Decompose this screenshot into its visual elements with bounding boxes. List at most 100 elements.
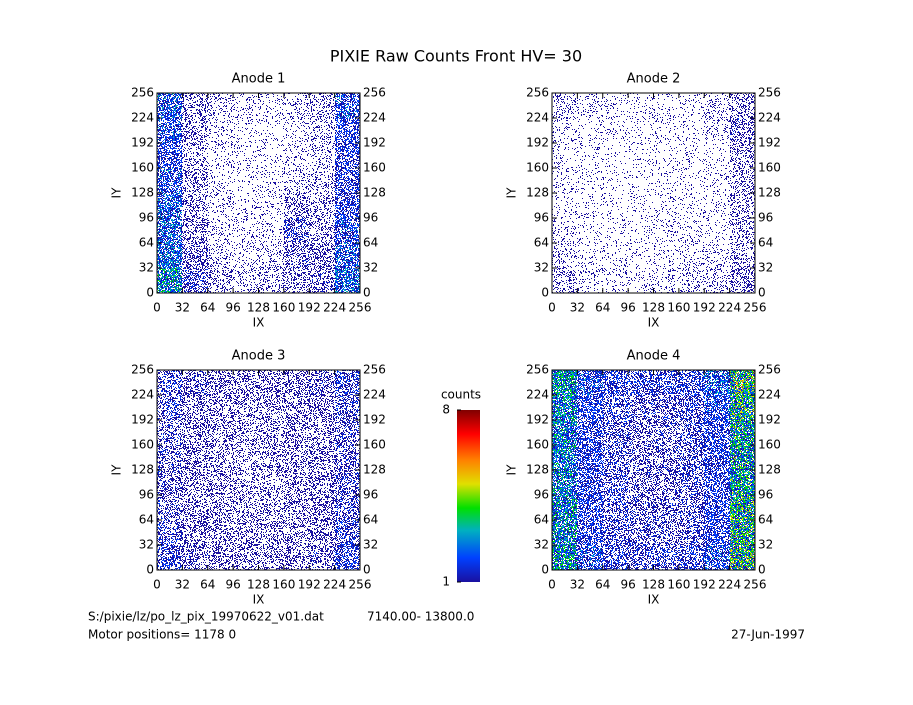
count-pixels bbox=[628, 370, 654, 395]
colorbar bbox=[457, 410, 480, 582]
x-axis-label: IX bbox=[648, 316, 660, 330]
count-pixels bbox=[260, 168, 284, 193]
x-tick-label: 96 bbox=[225, 578, 240, 592]
count-pixels bbox=[233, 495, 259, 520]
count-pixels bbox=[335, 118, 360, 143]
count-pixels bbox=[259, 470, 284, 495]
y-tick-label: 256 bbox=[131, 86, 154, 100]
count-pixels bbox=[679, 470, 704, 495]
count-pixels bbox=[704, 268, 730, 293]
heatmap-cell bbox=[284, 118, 309, 142]
count-pixels bbox=[552, 545, 577, 570]
count-pixels bbox=[679, 193, 704, 218]
count-pixels bbox=[730, 93, 755, 118]
x-tick-label: 224 bbox=[323, 301, 346, 315]
count-pixels bbox=[335, 545, 360, 570]
count-pixels bbox=[704, 470, 730, 495]
heatmap-cell bbox=[577, 520, 603, 545]
heatmap-cell bbox=[577, 445, 603, 470]
count-pixels bbox=[577, 370, 603, 395]
y-tick-label-right: 160 bbox=[758, 161, 781, 175]
count-pixels bbox=[157, 143, 182, 168]
x-tick-label: 256 bbox=[349, 578, 372, 592]
count-pixels bbox=[654, 118, 679, 143]
heatmap-cell bbox=[208, 193, 233, 218]
heatmap-cell bbox=[208, 370, 233, 395]
count-pixels bbox=[730, 520, 755, 545]
count-pixels bbox=[679, 420, 704, 445]
heatmap-cell bbox=[603, 420, 628, 445]
x-tick-label: 192 bbox=[298, 301, 321, 315]
heatmap-cell bbox=[284, 445, 309, 470]
heatmap-cell bbox=[628, 93, 654, 118]
count-pixels bbox=[182, 143, 208, 168]
count-pixels bbox=[335, 193, 360, 218]
heatmap-cell bbox=[679, 370, 704, 395]
heatmap-cell bbox=[704, 244, 730, 268]
heatmap-cell bbox=[704, 118, 730, 143]
heatmap-cell bbox=[309, 118, 335, 143]
heatmap-cell bbox=[603, 143, 627, 168]
count-pixels bbox=[577, 268, 603, 293]
heatmap-cell bbox=[603, 268, 628, 293]
count-pixels bbox=[628, 93, 654, 118]
count-pixels bbox=[552, 470, 577, 495]
count-pixels bbox=[679, 545, 704, 570]
count-pixels bbox=[157, 268, 182, 293]
heatmap-cell bbox=[157, 470, 182, 495]
count-pixels bbox=[233, 118, 259, 143]
heatmap-cell bbox=[157, 118, 182, 143]
y-tick-label: 160 bbox=[526, 161, 549, 175]
heatmap-cell bbox=[182, 495, 208, 520]
heatmap-cell bbox=[603, 243, 628, 267]
y-tick-label-right: 256 bbox=[758, 363, 781, 377]
footer-range: 7140.00- 13800.0 bbox=[367, 610, 474, 624]
count-pixels bbox=[284, 470, 309, 495]
heatmap-cell bbox=[679, 445, 704, 470]
heatmap-cell bbox=[654, 520, 679, 545]
count-pixels bbox=[208, 420, 233, 445]
count-pixels bbox=[309, 143, 335, 168]
panel-title: Anode 4 bbox=[627, 349, 681, 364]
count-pixels bbox=[552, 495, 577, 520]
count-pixels bbox=[628, 395, 654, 420]
count-pixels bbox=[679, 218, 704, 243]
heatmap-cell bbox=[208, 143, 233, 168]
count-pixels bbox=[157, 495, 182, 520]
x-tick-label: 160 bbox=[272, 578, 295, 592]
count-pixels bbox=[704, 520, 730, 545]
heatmap-cell bbox=[208, 118, 233, 143]
count-pixels bbox=[628, 496, 654, 520]
count-pixels bbox=[233, 370, 259, 395]
count-pixels bbox=[335, 93, 360, 118]
heatmap-cell bbox=[679, 93, 704, 118]
heatmap-cell bbox=[552, 545, 577, 570]
count-pixels bbox=[157, 243, 182, 268]
count-pixels bbox=[577, 470, 603, 495]
heatmap-cell bbox=[604, 93, 628, 118]
count-pixels bbox=[284, 520, 309, 545]
count-pixels bbox=[730, 545, 755, 570]
count-pixels bbox=[157, 370, 182, 395]
count-pixels bbox=[552, 268, 577, 293]
heatmap-cell bbox=[704, 495, 730, 520]
y-tick-label-right: 160 bbox=[363, 161, 386, 175]
heatmap-cell bbox=[552, 520, 577, 545]
heatmap-cell bbox=[628, 470, 654, 495]
heatmap-cell bbox=[628, 395, 654, 420]
y-tick-label-right: 64 bbox=[363, 513, 378, 527]
heatmap-cell bbox=[208, 395, 233, 420]
count-pixels bbox=[552, 445, 577, 470]
heatmap-cell bbox=[335, 193, 360, 218]
heatmap-cell bbox=[730, 420, 755, 445]
y-tick-label: 64 bbox=[534, 513, 549, 527]
count-pixels bbox=[157, 143, 182, 168]
heatmap-cell bbox=[157, 93, 182, 118]
count-pixels bbox=[335, 395, 360, 420]
count-pixels bbox=[628, 445, 651, 469]
count-pixels bbox=[730, 420, 755, 445]
count-pixels bbox=[628, 118, 654, 143]
count-pixels bbox=[730, 545, 755, 570]
heatmap-cell bbox=[284, 395, 309, 420]
heatmap-cell bbox=[654, 445, 679, 470]
